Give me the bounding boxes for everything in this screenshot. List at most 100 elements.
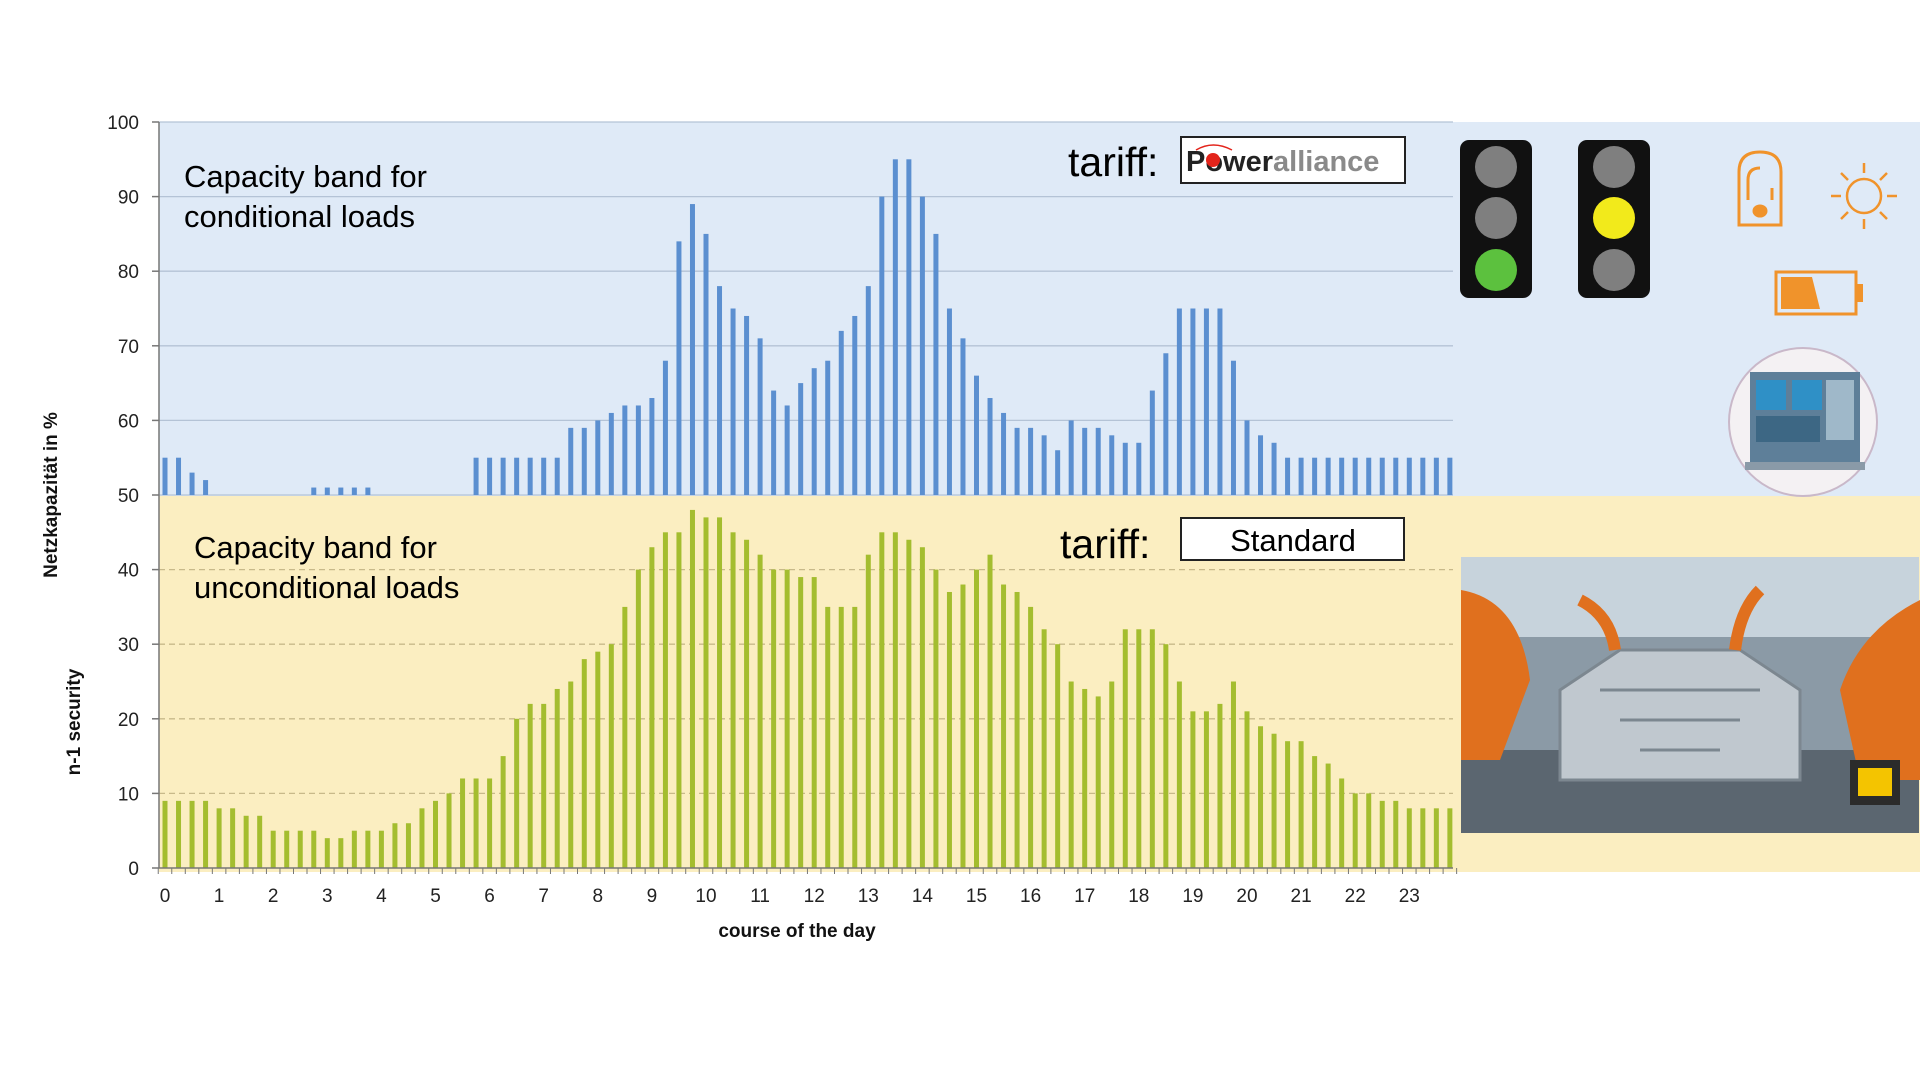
unconditional-bar (405, 823, 411, 868)
x-tick-label: 16 (1020, 886, 1041, 907)
unconditional-bar (1352, 793, 1358, 868)
conditional-bar (622, 405, 628, 495)
conditional-bar (1136, 442, 1142, 495)
x-tick-label: 14 (912, 886, 934, 907)
logo-alliance: alliance (1273, 146, 1379, 178)
conditional-bar (1271, 442, 1277, 495)
x-tick-label: 6 (484, 886, 495, 907)
conditional-bar (865, 286, 871, 495)
conditional-bar (811, 368, 817, 495)
unconditional-bar (595, 651, 601, 868)
unconditional-bar (243, 815, 249, 868)
conditional-bar (527, 457, 533, 495)
y-tick-labels: 0 10 20 30 40 50 60 70 80 90 100 (107, 113, 139, 880)
unconditional-bar (162, 800, 168, 868)
conditional-bar (703, 233, 709, 495)
x-tick-label: 23 (1399, 886, 1420, 907)
unconditional-bar (1298, 741, 1304, 868)
y-tick-label: 100 (107, 113, 139, 134)
unconditional-bar (446, 793, 452, 868)
unconditional-bar (798, 577, 804, 868)
unconditional-bar (230, 808, 236, 868)
unconditional-bar (1203, 711, 1209, 868)
unconditional-bar (825, 606, 831, 868)
unconditional-bar (433, 800, 438, 868)
conditional-bar (595, 420, 601, 495)
unconditional-bar (635, 569, 641, 868)
conditional-bar (730, 308, 736, 495)
conditional-bar (906, 159, 912, 496)
unconditional-bar (919, 547, 925, 868)
unconditional-bar (581, 659, 587, 868)
conditional-bar (1001, 412, 1007, 495)
conditional-bar (717, 286, 723, 495)
conditional-bar (1203, 308, 1209, 495)
conditional-bar (473, 457, 479, 495)
unconditional-bar (1285, 741, 1291, 868)
unconditional-bar (960, 584, 966, 868)
unconditional-bar (757, 554, 763, 868)
unconditional-bar (460, 778, 466, 868)
x-tick-label: 10 (695, 886, 716, 907)
unconditional-bar (784, 569, 790, 868)
unconditional-bar (662, 532, 668, 868)
x-tick-label: 15 (966, 886, 987, 907)
standard-tariff-value: Standard (1230, 523, 1356, 558)
conditional-bar (1339, 457, 1345, 495)
conditional-bars (162, 159, 1453, 496)
unconditional-bar (676, 532, 682, 868)
unconditional-bar (744, 539, 750, 868)
unconditional-bar (946, 591, 952, 868)
unconditional-bar (1325, 763, 1331, 868)
unconditional-bar (879, 532, 885, 868)
unconditional-bar (487, 778, 493, 868)
unconditional-bar (1055, 644, 1061, 868)
unconditional-bar (1163, 644, 1169, 868)
unconditional-bar (176, 800, 182, 868)
svg-text:Poweralliance: Poweralliance (1186, 146, 1379, 178)
unconditional-bar (1149, 629, 1155, 868)
unconditional-bar (473, 778, 479, 868)
conditional-bar (351, 487, 357, 495)
unconditional-bar (1136, 629, 1142, 868)
unconditional-bar (1122, 629, 1128, 868)
conditional-bar (203, 480, 209, 495)
y-tick-label: 60 (118, 411, 139, 432)
conditional-bar (365, 487, 371, 495)
unconditional-bar (216, 808, 222, 868)
conditional-bar (974, 375, 979, 495)
unconditional-bar (689, 509, 695, 868)
unconditional-bar (541, 703, 547, 868)
lower-tariff-label: tariff: (1060, 521, 1150, 567)
traffic-light-yellow-lamp (1593, 197, 1635, 239)
conditional-bar (541, 457, 547, 495)
unconditional-bar (311, 830, 317, 868)
unconditional-bar (852, 606, 858, 868)
unconditional-bar (771, 569, 777, 868)
conditional-bar (581, 427, 587, 495)
unconditional-bar (338, 838, 344, 868)
conditional-bar (689, 204, 695, 495)
x-tick-label: 4 (376, 886, 387, 907)
logo-red-dot-icon (1206, 153, 1220, 167)
conditional-bar (784, 405, 790, 495)
upper-tariff-label: tariff: (1068, 139, 1158, 185)
unconditional-bar (419, 808, 425, 868)
y-tick-label: 70 (118, 337, 139, 358)
x-axis-title: course of the day (718, 921, 876, 942)
conditional-bar (1095, 427, 1101, 495)
conditional-bar (554, 457, 560, 495)
unconditional-bar (865, 554, 871, 868)
unconditional-bar (933, 569, 939, 868)
conditional-bar (1393, 457, 1399, 495)
x-tick-labels: 0 1 2 3 4 5 6 7 8 9 10 11 12 13 14 15 16 17 18 19 20 21 22 23 (160, 886, 1420, 907)
y-tick-label: 30 (118, 635, 139, 656)
x-tick-label: 17 (1074, 886, 1095, 907)
unconditional-bar (649, 547, 655, 868)
conditional-bar (1366, 457, 1372, 495)
unconditional-bar (500, 756, 506, 868)
unconditional-bar (1379, 800, 1385, 868)
traffic-light-yellow (1578, 140, 1650, 298)
unconditional-bar (1028, 606, 1034, 868)
battery-icon (1774, 270, 1863, 316)
